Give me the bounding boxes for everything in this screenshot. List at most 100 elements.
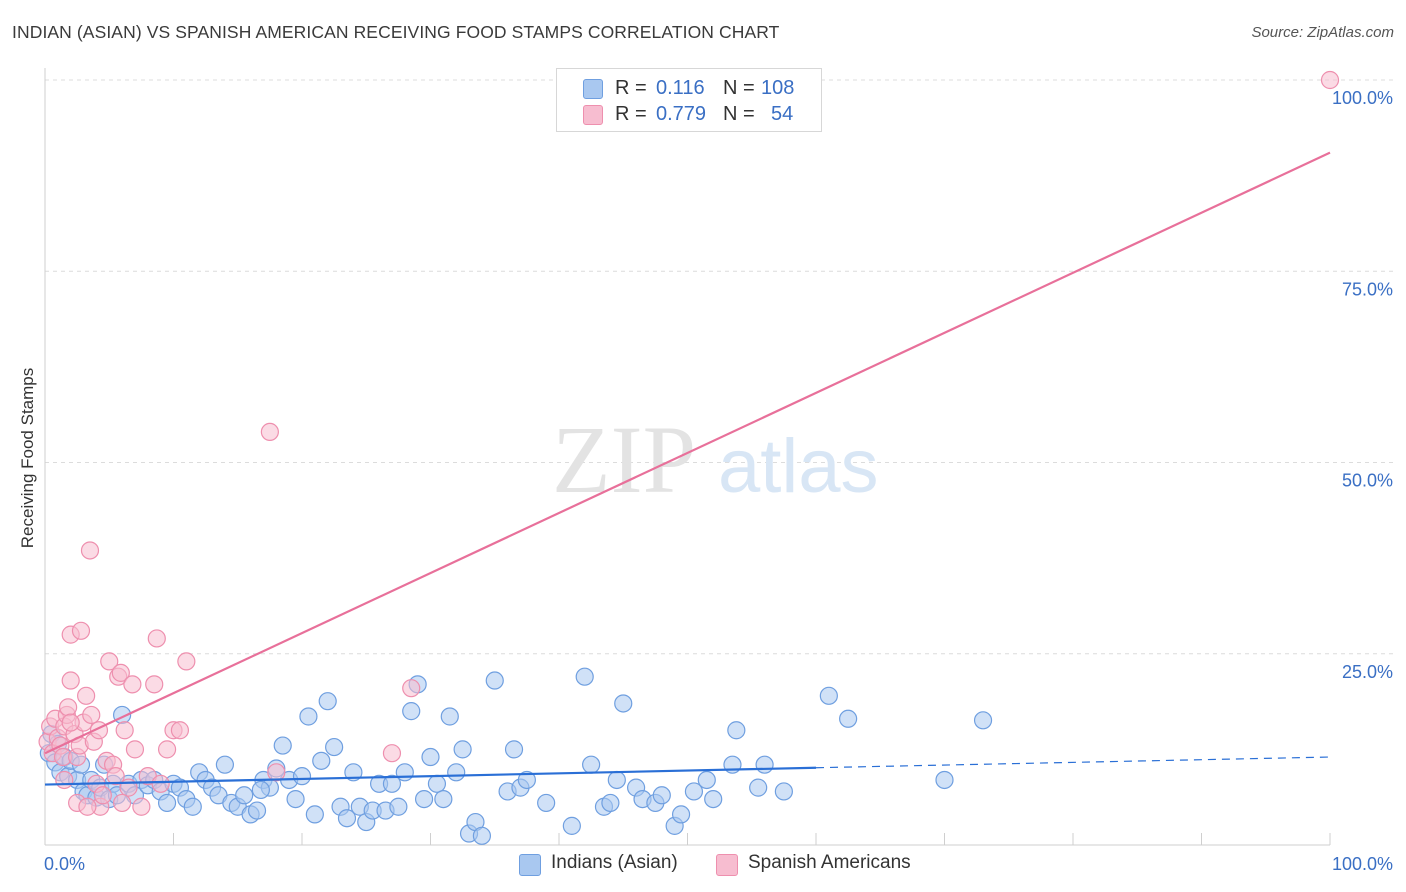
indian-data-point [251, 780, 270, 800]
indian-data-point [325, 737, 344, 757]
axes [44, 68, 1330, 846]
y-tick-label: 25.0% [1342, 662, 1393, 682]
indian-data-point [504, 740, 524, 759]
watermark: ZIP atlas [552, 406, 879, 513]
indian-data-point [453, 740, 472, 759]
indian-data-point [614, 694, 633, 713]
legend-n-value: 54 [771, 103, 794, 125]
bottom-legend-swatch-indians [519, 854, 541, 876]
spanish-data-point [59, 698, 78, 717]
spanish-data-point [77, 686, 96, 705]
indian-data-point [434, 789, 453, 809]
indian-data-point [235, 786, 254, 805]
spanish-data-point [61, 713, 80, 732]
indian-data-point [819, 686, 838, 705]
spanish-data-point [132, 797, 151, 816]
legend-n-label: N = [723, 103, 755, 125]
indian-data-point [697, 770, 716, 790]
spanish-data-point [78, 797, 97, 816]
spanish-data-point [151, 774, 170, 793]
source-label: Source: ZipAtlas.com [1251, 24, 1394, 41]
legend-r-label: R = [615, 77, 647, 99]
spanish-data-point [260, 422, 279, 441]
indian-data-point [183, 797, 202, 816]
indian-data-point [305, 805, 324, 824]
spanish-trend-line [44, 151, 1331, 755]
y-tick-label: 50.0% [1342, 471, 1393, 491]
spanish-data-point [402, 679, 421, 698]
spanish-data-point [170, 721, 190, 740]
spanish-data-point [125, 740, 145, 759]
indian-data-point [440, 707, 459, 726]
indian-data-point [671, 805, 691, 824]
indian-data-point [215, 755, 234, 774]
indian-data-point [395, 763, 414, 782]
indian-data-point [157, 793, 177, 813]
indian-trend-extension [815, 756, 1331, 769]
spanish-data-point [61, 671, 80, 690]
spanish-data-point [93, 786, 112, 805]
indian-data-point [704, 789, 723, 809]
spanish-data-point [177, 652, 196, 671]
indian-data-point [601, 793, 620, 813]
correlation-legend: R = 0.116 N = 108 R = 0.779 N = 54 [556, 68, 822, 132]
spanish-data-point [123, 675, 142, 694]
y-tick-label: 100.0% [1332, 88, 1393, 108]
spanish-data-point [80, 541, 100, 560]
y-tick-label: 75.0% [1342, 279, 1393, 299]
indian-data-point [312, 751, 331, 770]
legend-swatch-spanish [583, 105, 603, 125]
bottom-legend-label-indians: Indians (Asian) [551, 852, 678, 873]
indian-data-point [727, 721, 746, 740]
indian-data-point [935, 770, 954, 790]
y-axis-label: Receiving Food Stamps [18, 368, 37, 548]
indian-data-point [402, 702, 421, 721]
indian-data-point [472, 826, 491, 845]
indian-data-point [749, 778, 768, 797]
spanish-data-point [382, 744, 402, 763]
legend-r-value: 0.116 [656, 77, 705, 99]
spanish-data-point [115, 721, 134, 740]
indian-data-point [607, 770, 626, 790]
indian-data-point [517, 770, 536, 790]
indian-trend-line [44, 766, 817, 786]
spanish-data-point [157, 740, 177, 759]
indian-data-point [337, 809, 357, 828]
indian-data-point [389, 797, 408, 816]
watermark-atlas: atlas [718, 424, 879, 509]
spanish-data-point [145, 675, 164, 694]
indian-data-point [318, 692, 337, 711]
bottom-legend-swatch-spanish [716, 854, 738, 876]
spanish-data-point [82, 705, 101, 725]
trend-lines [44, 151, 1331, 786]
indian-data-point [485, 671, 504, 690]
indian-data-point [421, 747, 440, 767]
legend-r-label: R = [615, 103, 647, 125]
indian-data-point [382, 774, 402, 793]
spanish-data-point [100, 652, 119, 671]
indian-data-point [292, 767, 312, 786]
indian-data-point [839, 709, 858, 728]
data-points [38, 70, 1340, 845]
spanish-data-point [1320, 70, 1340, 90]
indian-data-point [973, 711, 993, 730]
spanish-data-point [71, 621, 91, 640]
x-tick-label: 100.0% [1332, 854, 1393, 874]
indian-data-point [427, 774, 447, 793]
legend-n-value: 108 [761, 77, 795, 99]
indian-data-point [273, 736, 292, 755]
indian-data-point [575, 667, 594, 686]
legend-swatch-indians [583, 79, 603, 99]
spanish-data-point [111, 663, 130, 682]
indian-data-point [414, 789, 434, 809]
spanish-data-point [55, 770, 74, 790]
x-tick-label: 0.0% [44, 854, 85, 874]
indian-data-point [344, 763, 363, 782]
chart-title: INDIAN (ASIAN) VS SPANISH AMERICAN RECEI… [12, 22, 780, 42]
indian-data-point [537, 793, 556, 813]
spanish-data-point [147, 629, 166, 648]
indian-data-point [447, 763, 466, 782]
spanish-data-point [112, 793, 132, 813]
indian-data-point [755, 755, 774, 774]
